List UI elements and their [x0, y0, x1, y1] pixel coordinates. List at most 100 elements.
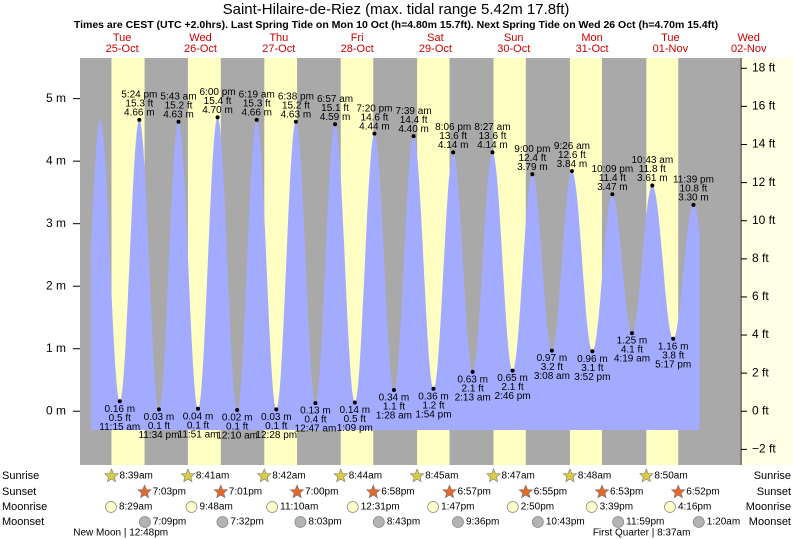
tide-height: 0.97 m — [537, 353, 568, 364]
water-layer — [91, 117, 700, 431]
tide-area — [91, 117, 700, 431]
tide-time: 5:43 am — [160, 91, 196, 102]
moonrise-time: 1:47pm — [441, 502, 474, 513]
moonset-time: 10:43pm — [546, 517, 585, 528]
tide-marker — [293, 119, 298, 124]
sunset-time: 7:03pm — [153, 487, 186, 498]
moonset-time: 8:03pm — [308, 517, 341, 528]
chart-title: Saint-Hilaire-de-Riez (max. tidal range … — [223, 1, 570, 18]
day-weekday: Tue — [661, 32, 680, 44]
moonrise-icon — [346, 501, 359, 513]
moonset-time: 9:36pm — [466, 517, 499, 528]
tide-marker — [196, 406, 201, 411]
sunrise-time: 8:39am — [120, 471, 153, 482]
tide-marker — [671, 336, 676, 341]
tide-height: 0.63 m — [457, 374, 488, 385]
tide-marker — [510, 368, 515, 373]
tide-height: 1.16 m — [658, 341, 689, 352]
tide-marker — [549, 348, 554, 353]
sunrise-time: 8:47am — [502, 471, 535, 482]
tide-height: 4.44 m — [359, 121, 390, 132]
tide-feet: 11.8 ft — [639, 164, 666, 175]
row-label-right: Moonrise — [746, 501, 791, 513]
sunrise-time: 8:48am — [578, 471, 611, 482]
tide-marker — [470, 369, 475, 374]
tide-marker — [629, 331, 634, 336]
sunset-icon — [213, 484, 229, 499]
row-label-right: Sunset — [757, 486, 791, 498]
tide-feet: 15.4 ft — [204, 96, 232, 107]
sunset-icon — [289, 484, 305, 499]
tide-feet: 14.6 ft — [361, 112, 389, 123]
tide-height: 0.13 m — [300, 406, 331, 417]
moonrise-icon — [585, 501, 598, 513]
tide-marker — [431, 386, 436, 391]
y2-tick-label: 4 ft — [752, 327, 769, 341]
sunset-icon — [365, 484, 381, 499]
tide-feet: 13.6 ft — [439, 131, 467, 142]
y2-tick-label: 6 ft — [752, 289, 769, 303]
tide-feet: 0.5 ft — [109, 413, 131, 424]
day-date: 25-Oct — [106, 43, 139, 55]
moonrise-time: 12:31pm — [361, 502, 400, 513]
row-label-right: Sunrise — [754, 470, 791, 482]
moonrise-time: 4:16pm — [678, 502, 711, 513]
tide-height: 0.96 m — [577, 354, 608, 365]
tide-marker — [137, 117, 142, 122]
day-weekday: Sun — [504, 32, 524, 44]
tide-time: 2:46 pm — [494, 391, 530, 402]
sunrise-time: 8:44am — [349, 471, 382, 482]
y-tick-label: 4 m — [46, 153, 66, 167]
tide-height: 0.14 m — [339, 405, 370, 416]
tide-feet: 3.2 ft — [541, 362, 563, 373]
y2-tick-label: 0 ft — [752, 403, 769, 417]
day-date: 30-Oct — [497, 43, 530, 55]
sunset-icon — [442, 484, 457, 499]
sunset-icon — [137, 484, 152, 499]
sunset-time: 7:01pm — [229, 487, 262, 498]
tide-feet: 4.1 ft — [621, 345, 643, 356]
tide-marker — [235, 407, 240, 412]
tide-marker — [156, 407, 161, 412]
tide-time: 11:15 am — [99, 422, 140, 433]
tide-time: 4:19 am — [614, 354, 650, 365]
y-tick-label: 5 m — [46, 91, 66, 105]
day-weekday: Tue — [113, 32, 132, 44]
day-date: 28-Oct — [341, 43, 374, 55]
moonrise-time: 3:39pm — [600, 502, 633, 513]
sunrise-icon — [409, 468, 425, 483]
day-date: 01-Nov — [653, 43, 689, 55]
moonset-icon — [294, 516, 307, 528]
tide-time: 12:28 pm — [255, 430, 297, 441]
y-tick-label: 3 m — [46, 216, 66, 230]
tide-time: 12:47 am — [295, 424, 337, 435]
tide-height: 4.59 m — [320, 112, 351, 123]
tide-marker — [691, 202, 696, 207]
sunset-time: 6:53pm — [610, 487, 643, 498]
y-tick-label: 0 m — [46, 403, 66, 417]
tide-marker — [352, 400, 357, 405]
tide-marker — [569, 169, 574, 174]
tide-marker — [590, 349, 595, 354]
moonset-icon — [372, 516, 385, 528]
sunrise-time: 8:42am — [272, 471, 305, 482]
moonrise-time: 2:50pm — [521, 502, 554, 513]
tide-height: 0.04 m — [183, 411, 214, 422]
day-date: 29-Oct — [419, 43, 452, 55]
tide-feet: 15.3 ft — [243, 99, 271, 110]
tide-time: 8:27 am — [474, 122, 510, 133]
sunrise-icon — [180, 468, 196, 483]
tide-marker — [610, 192, 615, 197]
tide-time: 10:09 pm — [592, 164, 634, 175]
tide-time: 6:38 pm — [278, 91, 314, 102]
tide-height: 0.65 m — [497, 373, 528, 384]
moonset-time: 11:59pm — [626, 517, 664, 528]
tide-time: 6:19 am — [239, 90, 275, 101]
moonset-icon — [138, 516, 151, 528]
tide-height: 0.02 m — [222, 413, 253, 424]
tide-time: 12:10 am — [216, 431, 258, 442]
tide-feet: 0.4 ft — [304, 415, 326, 426]
tide-time: 1:28 am — [376, 411, 412, 422]
sunset-icon — [670, 484, 686, 499]
tide-feet: 10.8 ft — [680, 184, 708, 195]
